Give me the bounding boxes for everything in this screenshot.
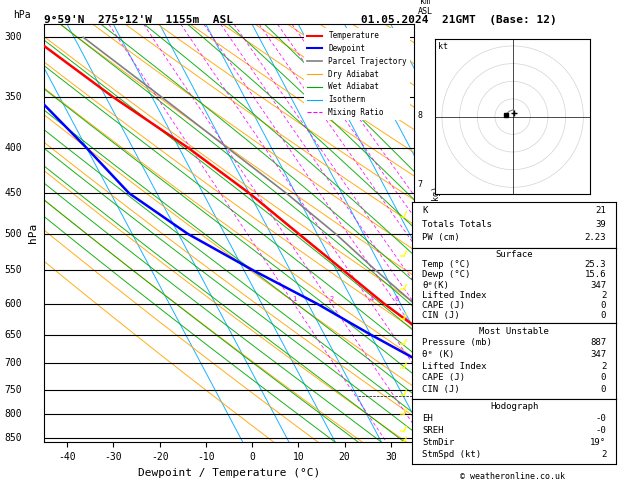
Text: StmSpd (kt): StmSpd (kt) <box>422 450 481 459</box>
Text: 500: 500 <box>4 229 22 239</box>
Text: hPa: hPa <box>13 10 31 20</box>
Text: 15.6: 15.6 <box>585 271 606 279</box>
Text: 7: 7 <box>418 180 423 189</box>
Text: 4: 4 <box>369 296 374 302</box>
Text: kt: kt <box>438 42 448 52</box>
Text: 5: 5 <box>418 274 423 282</box>
Text: 347: 347 <box>590 350 606 359</box>
Text: 6: 6 <box>394 296 399 302</box>
Text: 0: 0 <box>601 301 606 310</box>
Text: θᵉ(K): θᵉ(K) <box>422 280 449 290</box>
Text: CAPE (J): CAPE (J) <box>422 373 465 382</box>
Text: PW (cm): PW (cm) <box>422 233 460 242</box>
Text: 25.3: 25.3 <box>585 260 606 269</box>
Text: 347: 347 <box>590 280 606 290</box>
Text: 21: 21 <box>596 207 606 215</box>
Text: km
ASL: km ASL <box>418 0 433 16</box>
Text: 750: 750 <box>4 384 22 395</box>
Text: Hodograph: Hodograph <box>490 402 538 411</box>
Text: Lifted Index: Lifted Index <box>422 291 487 299</box>
Text: 350: 350 <box>4 91 22 102</box>
Text: 01.05.2024  21GMT  (Base: 12): 01.05.2024 21GMT (Base: 12) <box>361 15 557 25</box>
Text: 9°59'N  275°12'W  1155m  ASL: 9°59'N 275°12'W 1155m ASL <box>44 15 233 25</box>
Legend: Temperature, Dewpoint, Parcel Trajectory, Dry Adiabat, Wet Adiabat, Isotherm, Mi: Temperature, Dewpoint, Parcel Trajectory… <box>304 28 410 120</box>
Text: θᵉ (K): θᵉ (K) <box>422 350 455 359</box>
Text: 2: 2 <box>601 291 606 299</box>
Text: CAPE (J): CAPE (J) <box>422 301 465 310</box>
Text: SREH: SREH <box>422 426 443 435</box>
Text: 39: 39 <box>596 220 606 228</box>
Text: Most Unstable: Most Unstable <box>479 327 549 336</box>
Text: Totals Totals: Totals Totals <box>422 220 492 228</box>
Text: -0: -0 <box>596 414 606 423</box>
Text: 550: 550 <box>4 265 22 276</box>
Text: 600: 600 <box>4 299 22 309</box>
Text: 19°: 19° <box>590 438 606 447</box>
Text: 2: 2 <box>601 362 606 370</box>
Text: 700: 700 <box>4 358 22 368</box>
Text: 1: 1 <box>292 296 296 302</box>
Text: 300: 300 <box>4 33 22 42</box>
Text: 400: 400 <box>4 143 22 153</box>
Text: LCL: LCL <box>418 391 433 400</box>
Text: 4: 4 <box>418 319 423 328</box>
Text: 0: 0 <box>601 311 606 320</box>
Text: -0: -0 <box>596 426 606 435</box>
Text: 3: 3 <box>418 364 423 373</box>
Text: 2.23: 2.23 <box>585 233 606 242</box>
Text: 0: 0 <box>601 373 606 382</box>
Text: 887: 887 <box>590 338 606 347</box>
Text: EH: EH <box>422 414 433 423</box>
Text: 450: 450 <box>4 188 22 198</box>
Text: 850: 850 <box>4 433 22 443</box>
Text: CIN (J): CIN (J) <box>422 311 460 320</box>
Text: 0: 0 <box>601 385 606 394</box>
Text: Lifted Index: Lifted Index <box>422 362 487 370</box>
Text: 650: 650 <box>4 330 22 340</box>
Text: 800: 800 <box>4 409 22 419</box>
Text: K: K <box>422 207 428 215</box>
Text: 6: 6 <box>418 227 423 236</box>
Text: 2: 2 <box>418 408 423 417</box>
Text: 2: 2 <box>601 450 606 459</box>
Y-axis label: hPa: hPa <box>28 223 38 243</box>
Text: StmDir: StmDir <box>422 438 455 447</box>
Text: Surface: Surface <box>496 250 533 260</box>
Text: Dewp (°C): Dewp (°C) <box>422 271 470 279</box>
Text: Pressure (mb): Pressure (mb) <box>422 338 492 347</box>
Text: 2: 2 <box>329 296 333 302</box>
X-axis label: Dewpoint / Temperature (°C): Dewpoint / Temperature (°C) <box>138 468 320 478</box>
Text: CIN (J): CIN (J) <box>422 385 460 394</box>
Text: © weatheronline.co.uk: © weatheronline.co.uk <box>460 472 565 481</box>
Text: Mixing Ratio (g/kg): Mixing Ratio (g/kg) <box>431 186 440 281</box>
Text: Temp (°C): Temp (°C) <box>422 260 470 269</box>
Text: 8: 8 <box>418 111 423 121</box>
